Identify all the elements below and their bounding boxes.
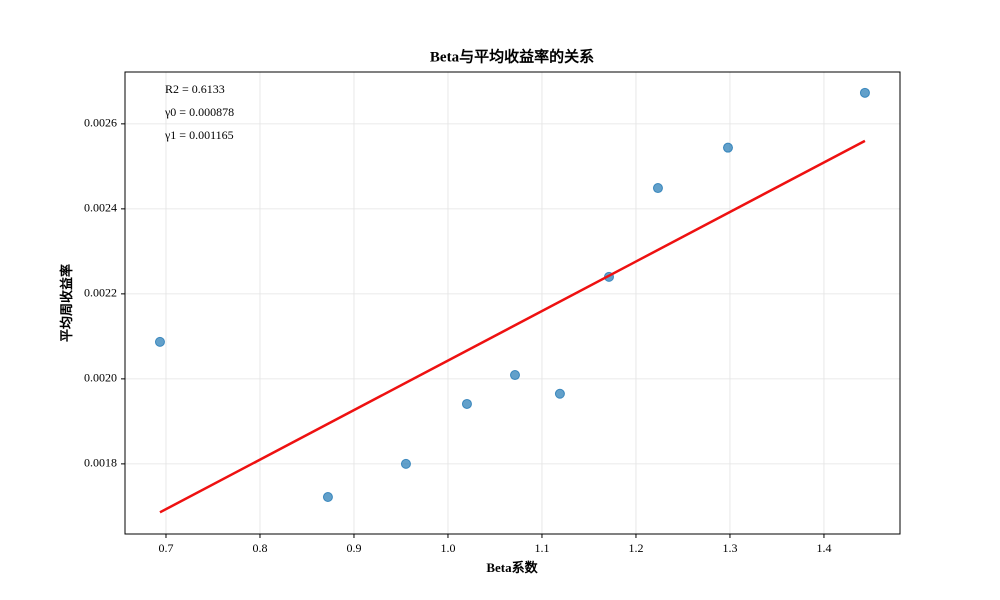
annotation: R2 = 0.6133 xyxy=(165,82,225,96)
scatter-point xyxy=(859,87,870,98)
x-tick-label: 0.9 xyxy=(346,541,361,555)
y-tick-label: 0.0018 xyxy=(84,456,117,470)
y-tick-label: 0.0022 xyxy=(84,286,117,300)
chart-title: Beta与平均收益率的关系 xyxy=(430,47,594,65)
x-tick-label: 1.1 xyxy=(534,541,549,555)
plot-frame xyxy=(124,71,901,535)
annotation: γ0 = 0.000878 xyxy=(164,105,234,119)
y-tick-label: 0.0026 xyxy=(84,116,117,130)
scatter-point xyxy=(509,370,520,381)
scatter-point xyxy=(652,183,663,194)
x-tick-label: 1.3 xyxy=(722,541,737,555)
y-tick-label: 0.0020 xyxy=(84,371,117,385)
x-tick-label: 0.7 xyxy=(158,541,173,555)
regression-line xyxy=(159,139,866,514)
scatter-point xyxy=(400,458,411,469)
x-axis-label: Beta系数 xyxy=(486,560,538,575)
scatter-point xyxy=(554,388,565,399)
y-axis-label: 平均周收益率 xyxy=(59,264,74,342)
x-tick-label: 1.0 xyxy=(440,541,455,555)
x-tick-label: 1.2 xyxy=(628,541,643,555)
annotation: γ1 = 0.001165 xyxy=(164,128,234,142)
scatter-point xyxy=(154,336,165,347)
scatter-point xyxy=(322,492,333,503)
x-tick-label: 0.8 xyxy=(252,541,267,555)
y-tick-label: 0.0024 xyxy=(84,201,117,215)
scatter-point xyxy=(722,142,733,153)
x-tick-label: 1.4 xyxy=(816,541,831,555)
scatter-point xyxy=(461,398,472,409)
